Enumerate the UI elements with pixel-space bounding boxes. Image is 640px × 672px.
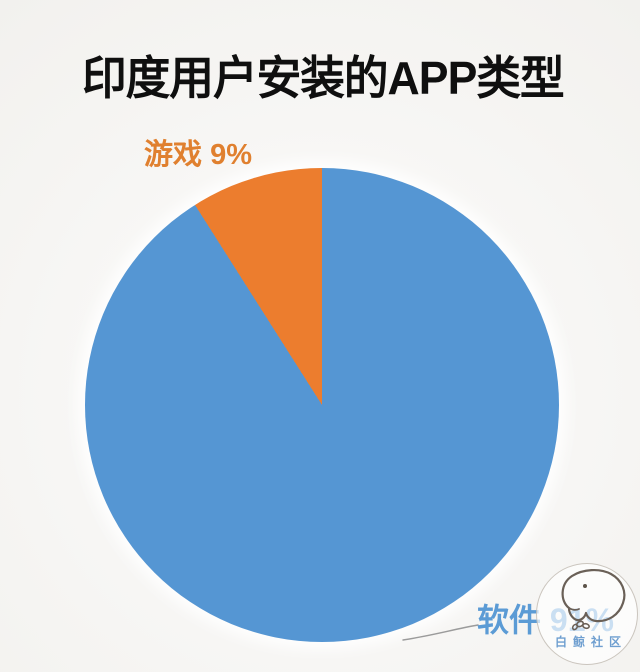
slice-label-software-name: 软件 (477, 602, 542, 638)
whale-icon (561, 569, 626, 631)
watermark-badge: 白鲸社区 (536, 563, 638, 665)
slice-label-games-value: 9% (210, 139, 252, 171)
pie-chart (85, 168, 559, 642)
watermark-community-label: 白鲸社区 (554, 635, 627, 649)
chart-title: 印度用户安装的APP类型 (82, 52, 565, 104)
slice-label-games-name: 游戏 (144, 139, 203, 171)
slice-label-games: 游戏 9% (144, 141, 252, 170)
